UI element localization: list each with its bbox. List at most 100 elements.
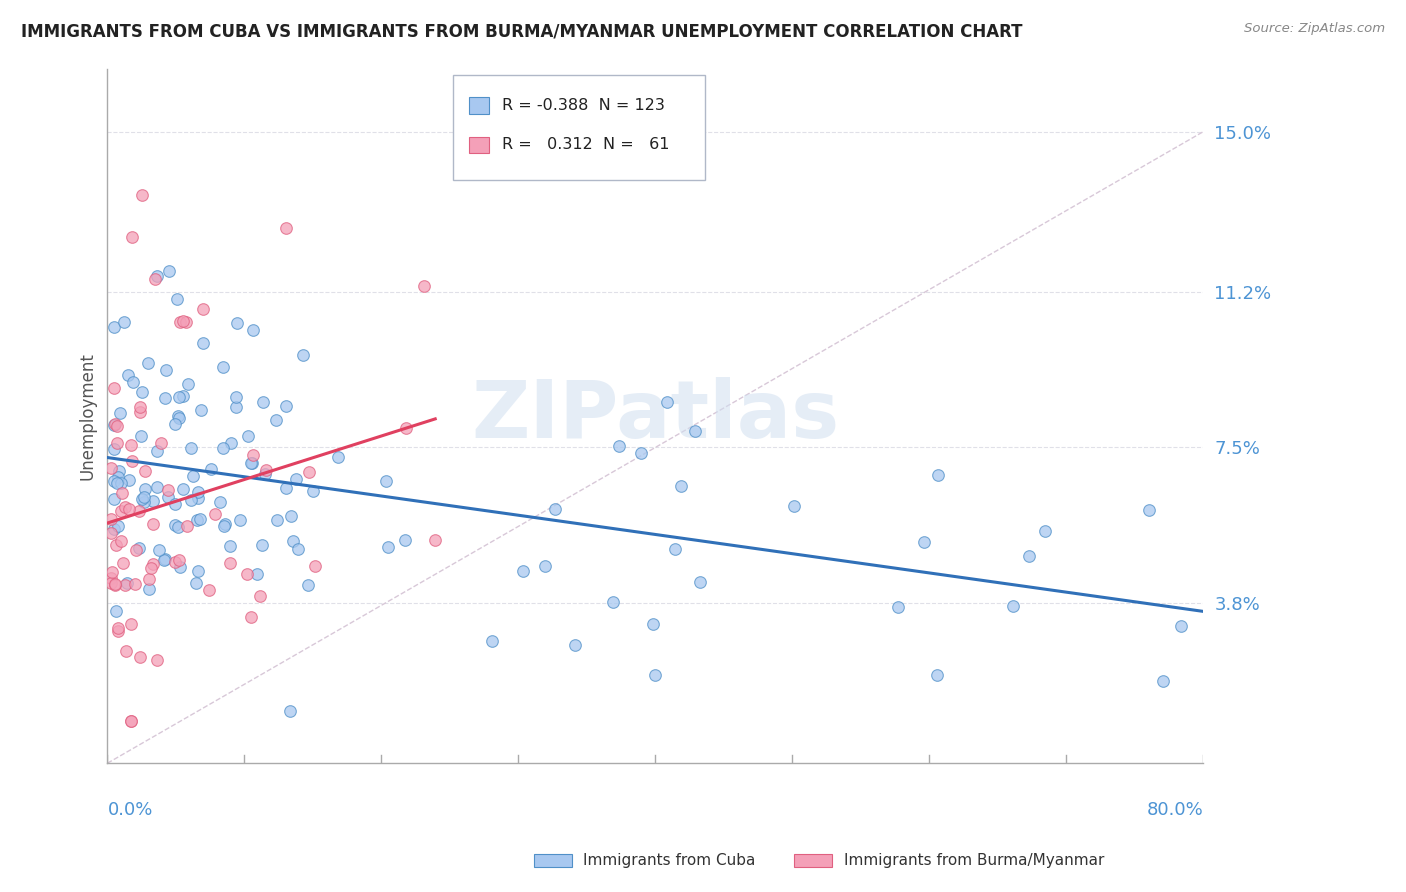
Point — [165, 417, 187, 431]
Point — [105, 604, 128, 618]
Point — [607, 439, 630, 453]
Point — [246, 567, 269, 582]
Point — [103, 418, 125, 433]
Point — [155, 363, 177, 377]
Point — [134, 490, 156, 504]
Bar — [470, 137, 489, 153]
Point — [886, 599, 908, 614]
Point — [602, 595, 624, 609]
Point — [274, 399, 297, 413]
Point — [152, 553, 174, 567]
Point — [242, 448, 264, 462]
Point — [250, 537, 273, 551]
Point — [266, 513, 288, 527]
Point — [163, 497, 186, 511]
Point — [131, 385, 153, 400]
Point — [240, 610, 263, 624]
Point — [655, 395, 678, 409]
Point — [122, 375, 145, 389]
Point — [172, 482, 194, 496]
Point — [169, 553, 191, 567]
Text: Immigrants from Burma/Myanmar: Immigrants from Burma/Myanmar — [844, 853, 1104, 868]
Point — [146, 443, 169, 458]
Point — [138, 582, 160, 596]
Point — [302, 484, 325, 499]
Point — [176, 518, 198, 533]
Point — [107, 621, 129, 635]
Point — [256, 463, 278, 477]
Point — [280, 508, 302, 523]
Point — [200, 462, 222, 476]
Point — [115, 575, 138, 590]
Point — [114, 500, 136, 514]
Point — [218, 539, 240, 553]
Point — [157, 491, 180, 505]
Point — [129, 400, 152, 414]
Point — [124, 577, 146, 591]
Point — [176, 316, 198, 330]
Point — [169, 560, 191, 574]
Point — [107, 475, 129, 490]
Point — [100, 461, 122, 475]
Point — [118, 473, 141, 487]
Point — [249, 589, 271, 603]
Point — [120, 616, 142, 631]
Point — [236, 429, 259, 443]
Text: IMMIGRANTS FROM CUBA VS IMMIGRANTS FROM BURMA/MYANMAR UNEMPLOYMENT CORRELATION C: IMMIGRANTS FROM CUBA VS IMMIGRANTS FROM … — [21, 22, 1022, 40]
Point — [374, 474, 396, 488]
Point — [925, 667, 948, 681]
Point — [292, 347, 315, 361]
Point — [236, 567, 259, 582]
Point — [188, 512, 211, 526]
Point — [276, 221, 298, 235]
Point — [103, 578, 125, 592]
Point — [297, 578, 319, 592]
Point — [377, 541, 399, 555]
Point — [176, 376, 198, 391]
Point — [180, 492, 202, 507]
Point — [141, 561, 163, 575]
Point — [394, 533, 416, 547]
Point — [191, 336, 214, 351]
Point — [212, 519, 235, 533]
Point — [641, 616, 664, 631]
Text: Immigrants from Cuba: Immigrants from Cuba — [583, 853, 756, 868]
Point — [156, 483, 179, 497]
Point — [328, 450, 350, 465]
Point — [1137, 503, 1160, 517]
Point — [187, 491, 209, 505]
Point — [108, 406, 131, 420]
Point — [186, 513, 208, 527]
Point — [212, 360, 235, 375]
Point — [630, 445, 652, 459]
Point — [927, 468, 949, 483]
Point — [107, 469, 129, 483]
Point — [120, 714, 142, 728]
Y-axis label: Unemployment: Unemployment — [79, 352, 96, 480]
Point — [111, 556, 134, 570]
Point — [481, 634, 503, 648]
Point — [110, 533, 132, 548]
Point — [100, 576, 122, 591]
Point — [187, 484, 209, 499]
Bar — [470, 97, 489, 113]
Point — [167, 520, 190, 534]
Point — [129, 405, 152, 419]
Point — [281, 534, 304, 549]
Point — [252, 395, 274, 409]
Point — [669, 479, 692, 493]
Point — [134, 495, 156, 509]
Point — [219, 436, 242, 450]
Point — [100, 571, 122, 585]
Point — [114, 578, 136, 592]
Point — [225, 390, 247, 404]
Text: 0.0%: 0.0% — [107, 801, 153, 820]
Point — [413, 279, 436, 293]
Point — [226, 316, 249, 330]
Point — [212, 442, 235, 456]
Point — [1018, 549, 1040, 564]
Point — [181, 469, 204, 483]
Point — [103, 381, 125, 395]
Point — [274, 481, 297, 495]
Point — [105, 435, 128, 450]
